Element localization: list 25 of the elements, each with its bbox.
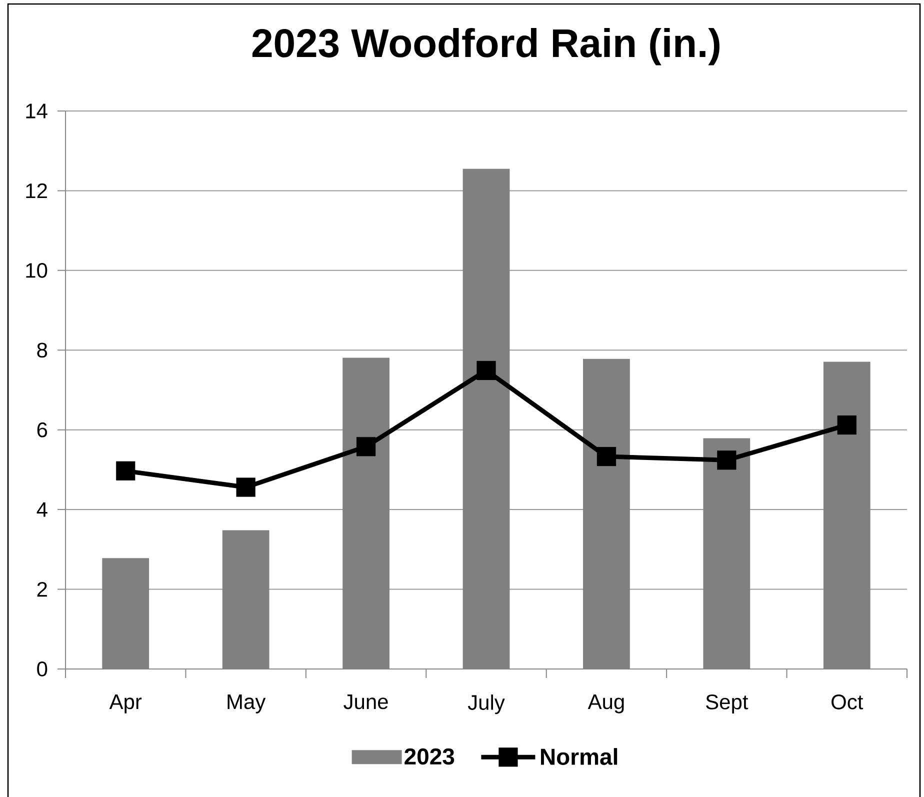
point bbox=[116, 461, 136, 480]
chart-title: 2023 Woodford Rain (in.) bbox=[252, 28, 720, 66]
point bbox=[837, 416, 856, 435]
y-tick-label: 14 bbox=[26, 104, 48, 118]
legend-label: Normal bbox=[541, 748, 618, 765]
x-tick-label: Oct bbox=[832, 694, 864, 710]
x-tick-label: May bbox=[228, 694, 266, 714]
x-tick-label: July bbox=[468, 694, 505, 714]
x-tick-label: June bbox=[344, 694, 388, 710]
y-tick-label: 10 bbox=[26, 262, 48, 278]
x-tick-label: Apr bbox=[109, 694, 142, 714]
point bbox=[717, 450, 736, 470]
y-tick-label: 0 bbox=[37, 662, 48, 676]
y-tick-label: 2 bbox=[37, 582, 47, 597]
x-tick-label: Sept bbox=[706, 694, 748, 714]
y-tick-label: 12 bbox=[26, 183, 47, 198]
x-tick-label: Aug bbox=[588, 694, 624, 714]
point bbox=[236, 478, 256, 497]
point bbox=[596, 446, 616, 466]
point bbox=[356, 437, 376, 456]
y-tick-label: 6 bbox=[37, 422, 48, 438]
legend-label: 2023 bbox=[404, 748, 454, 765]
point bbox=[476, 360, 496, 380]
y-tick-label: 4 bbox=[36, 502, 48, 517]
y-tick-label: 8 bbox=[37, 342, 48, 358]
